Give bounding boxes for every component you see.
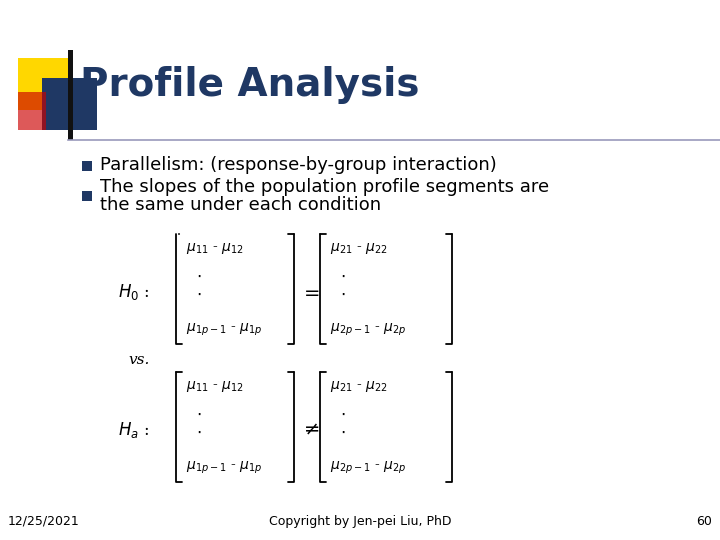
FancyBboxPatch shape [42, 78, 97, 130]
Text: $\cdot$: $\cdot$ [340, 406, 346, 422]
Text: $\mu_{11}$ - $\mu_{12}$: $\mu_{11}$ - $\mu_{12}$ [186, 240, 243, 255]
Text: Copyright by Jen-pei Liu, PhD: Copyright by Jen-pei Liu, PhD [269, 515, 451, 528]
Text: $\cdot$: $\cdot$ [196, 286, 202, 302]
Text: $=$: $=$ [300, 283, 320, 301]
Text: $\mu_{1p-1}$ - $\mu_{1p}$: $\mu_{1p-1}$ - $\mu_{1p}$ [186, 460, 262, 476]
Text: $\mu_{1p-1}$ - $\mu_{1p}$: $\mu_{1p-1}$ - $\mu_{1p}$ [186, 322, 262, 338]
Text: $\mu_{11}$ - $\mu_{12}$: $\mu_{11}$ - $\mu_{12}$ [186, 379, 243, 394]
FancyBboxPatch shape [82, 191, 92, 201]
Text: $\neq$: $\neq$ [300, 421, 320, 439]
Text: $\cdot$: $\cdot$ [340, 423, 346, 441]
Text: $\cdot$: $\cdot$ [196, 406, 202, 422]
Text: the same under each condition: the same under each condition [100, 196, 381, 214]
FancyBboxPatch shape [82, 161, 92, 171]
Text: The slopes of the population profile segments are: The slopes of the population profile seg… [100, 178, 549, 196]
Text: Profile Analysis: Profile Analysis [80, 66, 420, 104]
Text: $\cdot$: $\cdot$ [340, 286, 346, 302]
Text: $\mu_{2p-1}$ - $\mu_{2p}$: $\mu_{2p-1}$ - $\mu_{2p}$ [330, 322, 406, 338]
FancyBboxPatch shape [18, 58, 70, 110]
Text: $\mu_{21}$ - $\mu_{22}$: $\mu_{21}$ - $\mu_{22}$ [330, 240, 387, 255]
Text: $H_a$ :: $H_a$ : [118, 420, 149, 440]
Text: $H_0$ :: $H_0$ : [118, 282, 150, 302]
Text: $\cdot$: $\cdot$ [196, 423, 202, 441]
Text: Parallelism: (response-by-group interaction): Parallelism: (response-by-group interact… [100, 156, 497, 174]
FancyBboxPatch shape [18, 92, 46, 130]
Text: $\mu_{2p-1}$ - $\mu_{2p}$: $\mu_{2p-1}$ - $\mu_{2p}$ [330, 460, 406, 476]
Text: 60: 60 [696, 515, 712, 528]
FancyBboxPatch shape [68, 50, 73, 140]
Text: $\mu_{21}$ - $\mu_{22}$: $\mu_{21}$ - $\mu_{22}$ [330, 379, 387, 394]
Text: 12/25/2021: 12/25/2021 [8, 515, 80, 528]
Text: $\cdot$: $\cdot$ [340, 267, 346, 285]
Text: vs.: vs. [128, 353, 149, 367]
Text: $\cdot$: $\cdot$ [196, 267, 202, 285]
